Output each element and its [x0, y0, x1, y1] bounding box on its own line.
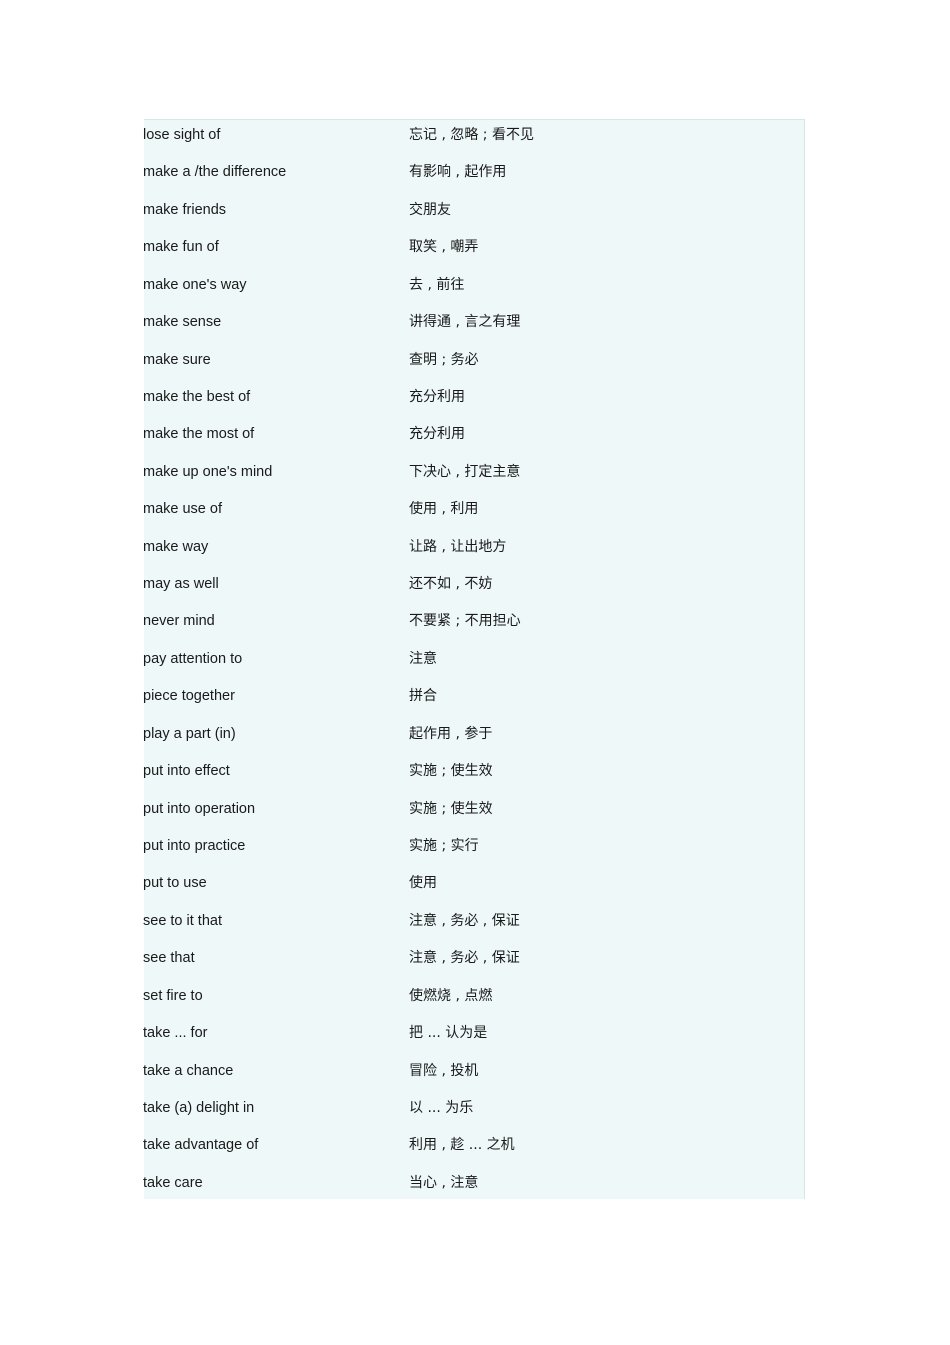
- phrase-chinese: 去 , 前往: [409, 276, 465, 293]
- phrase-chinese: 使用: [409, 875, 437, 892]
- phrase-chinese: 查明 ; 务必: [409, 351, 479, 368]
- phrase-english: put to use: [143, 875, 207, 892]
- phrase-english: set fire to: [143, 987, 203, 1004]
- phrase-chinese: 有影响 , 起作用: [409, 164, 507, 181]
- table-row: put into practice 实施 ; 实行: [143, 828, 805, 865]
- phrase-chinese: 利用 , 趁 ... 之机: [409, 1137, 515, 1154]
- phrase-english: never mind: [143, 613, 215, 630]
- phrase-chinese: 取笑 , 嘲弄: [409, 239, 479, 256]
- phrase-chinese: 充分利用: [409, 388, 465, 405]
- table-row: make the most of 充分利用: [143, 416, 805, 453]
- phrase-chinese: 起作用 , 参于: [409, 725, 493, 742]
- table-row: piece together 拼合: [143, 678, 805, 715]
- table-row: see to it that 注意 , 务必 , 保证: [143, 903, 805, 940]
- phrase-english: see to it that: [143, 912, 222, 929]
- phrase-english: make way: [143, 538, 209, 555]
- phrase-chinese: 当心 , 注意: [409, 1174, 479, 1191]
- table-row: lose sight of 忘记 , 忽略 ; 看不见: [143, 117, 805, 154]
- phrase-chinese: 使燃烧 , 点燃: [409, 987, 493, 1004]
- table-row: see that 注意 , 务必 , 保证: [143, 940, 805, 977]
- phrase-chinese: 拼合: [409, 688, 437, 705]
- table-row: pay attention to 注意: [143, 641, 805, 678]
- phrase-chinese: 忘记 , 忽略 ; 看不见: [409, 127, 534, 143]
- table-row: make sense 讲得通 , 言之有理: [143, 304, 805, 341]
- phrase-english: lose sight of: [143, 127, 221, 143]
- phrase-chinese: 让路 , 让出地方: [409, 538, 507, 555]
- phrase-english: take ... for: [143, 1025, 208, 1042]
- table-row: make friends 交朋友: [143, 192, 805, 229]
- table-row: never mind 不要紧 ; 不用担心: [143, 603, 805, 640]
- phrase-english: take care: [143, 1174, 203, 1191]
- table-row: may as well 还不如 , 不妨: [143, 566, 805, 603]
- phrase-english: make the best of: [143, 388, 251, 405]
- phrase-chinese: 注意 , 务必 , 保证: [409, 950, 520, 967]
- phrase-chinese: 下决心 , 打定主意: [409, 463, 521, 480]
- phrase-english: play a part (in): [143, 725, 236, 742]
- table-row: make the best of 充分利用: [143, 379, 805, 416]
- phrase-english: take a chance: [143, 1062, 234, 1079]
- table-row: take ... for 把 ... 认为是: [143, 1015, 805, 1052]
- phrase-chinese: 冒险 , 投机: [409, 1062, 479, 1079]
- phrase-english: put into operation: [143, 800, 256, 817]
- phrase-english: pay attention to: [143, 650, 243, 667]
- table-row: make fun of 取笑 , 嘲弄: [143, 229, 805, 266]
- phrase-english: may as well: [143, 576, 219, 593]
- phrase-english: put into practice: [143, 838, 246, 855]
- phrase-table: lose sight of 忘记 , 忽略 ; 看不见 make a /the di…: [143, 117, 805, 1202]
- phrase-chinese: 注意 , 务必 , 保证: [409, 912, 520, 929]
- phrase-chinese: 实施 ; 使生效: [409, 800, 493, 817]
- phrase-english: make sure: [143, 351, 211, 368]
- phrase-chinese: 讲得通 , 言之有理: [409, 314, 521, 331]
- table-row: put to use 使用: [143, 865, 805, 902]
- phrase-english: make sense: [143, 314, 222, 331]
- phrase-chinese: 不要紧 ; 不用担心: [409, 613, 521, 630]
- phrase-english: make the most of: [143, 426, 255, 443]
- phrase-table-background: [144, 119, 805, 1199]
- phrase-english: make up one's mind: [143, 463, 273, 480]
- table-row: take advantage of 利用 , 趁 ... 之机: [143, 1127, 805, 1164]
- table-row: take (a) delight in 以 ... 为乐: [143, 1090, 805, 1127]
- table-row: make up one's mind 下决心 , 打定主意: [143, 454, 805, 491]
- table-row: play a part (in) 起作用 , 参于: [143, 716, 805, 753]
- table-row: put into effect 实施 ; 使生效: [143, 753, 805, 790]
- phrase-chinese: 注意: [409, 650, 437, 667]
- phrase-english: make use of: [143, 501, 222, 518]
- table-row: make way 让路 , 让出地方: [143, 529, 805, 566]
- phrase-chinese: 实施 ; 实行: [409, 838, 479, 855]
- phrase-chinese: 把 ... 认为是: [409, 1025, 488, 1042]
- phrase-chinese: 还不如 , 不妨: [409, 576, 493, 593]
- phrase-chinese: 以 ... 为乐: [409, 1099, 474, 1116]
- phrase-english: take (a) delight in: [143, 1099, 255, 1116]
- phrase-chinese: 充分利用: [409, 426, 465, 443]
- phrase-english: make fun of: [143, 239, 219, 256]
- table-row: set fire to 使燃烧 , 点燃: [143, 978, 805, 1015]
- table-row: make a /the difference 有影响 , 起作用: [143, 154, 805, 191]
- phrase-english: put into effect: [143, 763, 230, 780]
- phrase-chinese: 交朋友: [409, 201, 451, 218]
- table-row: make use of 使用 , 利用: [143, 491, 805, 528]
- table-row: make sure 查明 ; 务必: [143, 342, 805, 379]
- phrase-english: make one's way: [143, 276, 247, 293]
- table-row: put into operation 实施 ; 使生效: [143, 791, 805, 828]
- phrase-chinese: 使用 , 利用: [409, 501, 479, 518]
- phrase-english: make friends: [143, 201, 227, 218]
- phrase-english: take advantage of: [143, 1137, 259, 1154]
- phrase-english: see that: [143, 950, 195, 967]
- phrase-english: make a /the difference: [143, 164, 287, 181]
- phrase-english: piece together: [143, 688, 235, 705]
- phrase-chinese: 实施 ; 使生效: [409, 763, 493, 780]
- table-row: take a chance 冒险 , 投机: [143, 1053, 805, 1090]
- table-row: make one's way 去 , 前往: [143, 267, 805, 304]
- table-row: take care 当心 , 注意: [143, 1165, 805, 1202]
